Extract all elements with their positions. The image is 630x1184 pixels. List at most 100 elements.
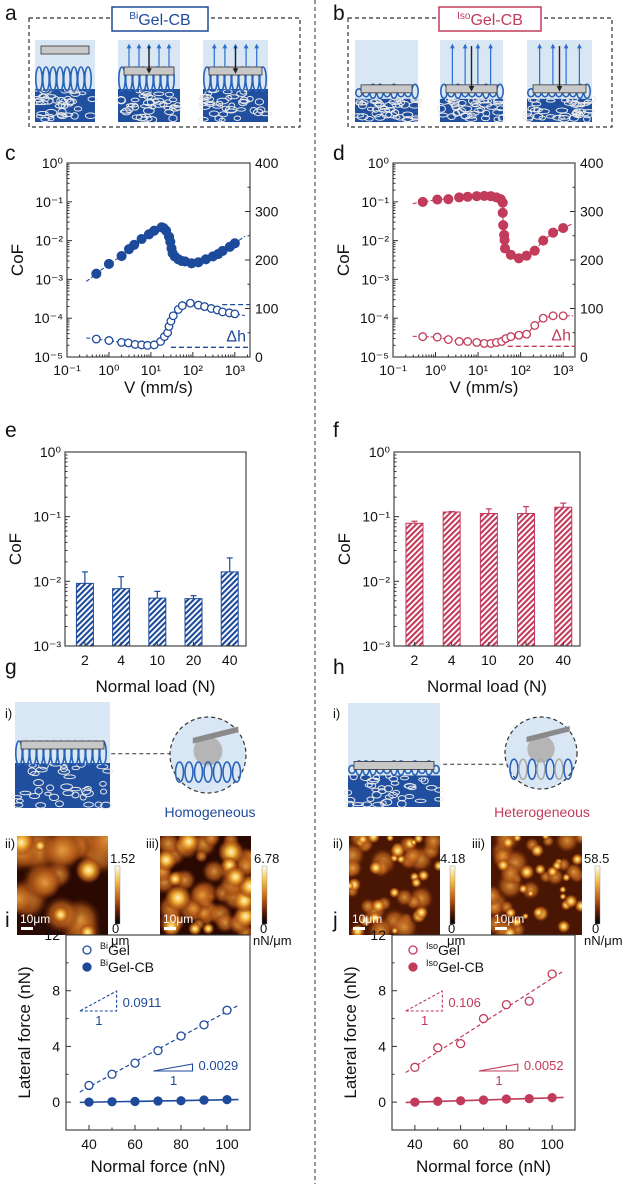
slope-triangle (405, 990, 443, 1012)
polymer-chain (457, 99, 467, 107)
legend-superscript: Bi (100, 941, 108, 951)
data-point-cof (454, 192, 465, 203)
data-point-height (432, 332, 442, 342)
polymer-chain (63, 774, 76, 780)
panel-label-j: j (332, 909, 338, 932)
y-tick-label: 10⁻⁴ (360, 310, 389, 326)
plot-frame (66, 162, 251, 358)
slope-value: 0.0052 (524, 1058, 564, 1073)
afm-bright-spot (559, 885, 567, 894)
afm-map (160, 836, 251, 935)
polymer-chain (467, 112, 477, 119)
scale-bar (21, 927, 33, 930)
afm-feature (491, 884, 503, 907)
afm-bright-spot (411, 877, 422, 888)
g-friction-min: 0 (260, 921, 267, 936)
data-point-height (185, 298, 195, 308)
data-point-cof (136, 233, 147, 245)
polymer-chain (254, 98, 265, 106)
data-point-cof (229, 238, 240, 249)
data-point (84, 1097, 94, 1107)
legend-superscript: Bi (100, 958, 108, 968)
polymer-chain (168, 97, 178, 103)
g-height-min: 0 (112, 921, 119, 936)
y-tick-label: 10⁰ (42, 155, 64, 171)
y-tick-label: 10⁻² (33, 573, 61, 589)
polymer-chain (70, 90, 81, 97)
y-tick-label: 10⁻¹ (362, 509, 390, 525)
legend-marker (408, 962, 418, 972)
gel-surface (10, 702, 114, 810)
data-point-cof (538, 235, 549, 246)
polymer-chain (437, 104, 446, 113)
polymer-chain (208, 110, 220, 117)
data-point-cof (499, 243, 511, 254)
afm-bright-spot (161, 916, 182, 935)
polymer-chain (241, 86, 250, 92)
h-height-max: 4.18 (440, 851, 465, 866)
x-tick-label: 10¹ (141, 362, 162, 378)
polymer-chain (555, 107, 569, 114)
polymer-chain (44, 791, 52, 796)
polymer-chain (13, 802, 24, 808)
colorbar (261, 865, 268, 925)
data-point (176, 1031, 186, 1041)
polymer-chain (469, 110, 480, 116)
y2-tick-label: 300 (255, 204, 279, 220)
afm-bright-spot (349, 881, 354, 891)
polymer-chain (59, 765, 68, 773)
data-point (153, 1045, 163, 1056)
polymer-chain (35, 766, 48, 773)
x-tick-label: 10⁻¹ (53, 362, 81, 378)
y-tick-label: 10⁻² (362, 573, 390, 589)
afm-feature (17, 881, 35, 916)
afm-bright-spot (75, 856, 102, 884)
x-tick-label: 10⁰ (98, 362, 120, 378)
panel-b-title: IsoGel-CB (457, 11, 523, 29)
slope-run: 1 (495, 1073, 502, 1088)
data-point-cof (103, 258, 115, 270)
afm-cantilever-zoom (192, 726, 239, 744)
afm-feature (194, 849, 208, 863)
legend-text: Gel-CB (438, 959, 484, 975)
scale-bar-label: 10μm (20, 912, 50, 926)
polymer-chain (367, 777, 381, 783)
afm-bright-spot (511, 916, 523, 928)
legend-superscript: Iso (426, 941, 438, 951)
data-point-height (443, 335, 453, 344)
colorbar (594, 865, 601, 925)
polymer-chain (392, 115, 401, 120)
afm-bright-spot (433, 860, 440, 872)
bar-10 (479, 512, 498, 647)
polymer-chain (100, 801, 112, 810)
polymer-chain (434, 796, 444, 802)
polymer-chain (84, 112, 97, 119)
afm-map (491, 836, 582, 935)
polymer-chain (28, 763, 37, 768)
polymer-chain (361, 801, 373, 808)
data-point (222, 1005, 232, 1015)
panel-label-c: c (5, 142, 16, 165)
slope-run: 1 (170, 1073, 177, 1088)
y-axis-label: CoF (335, 533, 354, 565)
data-point (176, 1096, 186, 1106)
brush-loop (518, 758, 528, 781)
polymer-chain (351, 802, 365, 807)
polymer-chain (71, 765, 80, 771)
polymer-chain (197, 116, 209, 122)
brush-loop (563, 758, 573, 781)
polymer-chain (212, 104, 224, 109)
polymer-chain (42, 97, 54, 105)
data-point-height (522, 329, 532, 339)
x-tick-label: 10³ (225, 362, 246, 378)
afm-bright-spot (33, 839, 47, 853)
polymer-chain (374, 113, 386, 121)
y-tick-label: 10⁻⁵ (360, 349, 389, 365)
y-tick-label: 10⁻³ (35, 271, 63, 287)
panel-label-h: h (333, 656, 345, 679)
polymer-chain (140, 103, 153, 109)
polymer-chain (397, 795, 407, 802)
polymer-chain (437, 112, 448, 118)
x-tick-label: 60 (453, 1136, 469, 1152)
polymer-chain (55, 800, 64, 808)
